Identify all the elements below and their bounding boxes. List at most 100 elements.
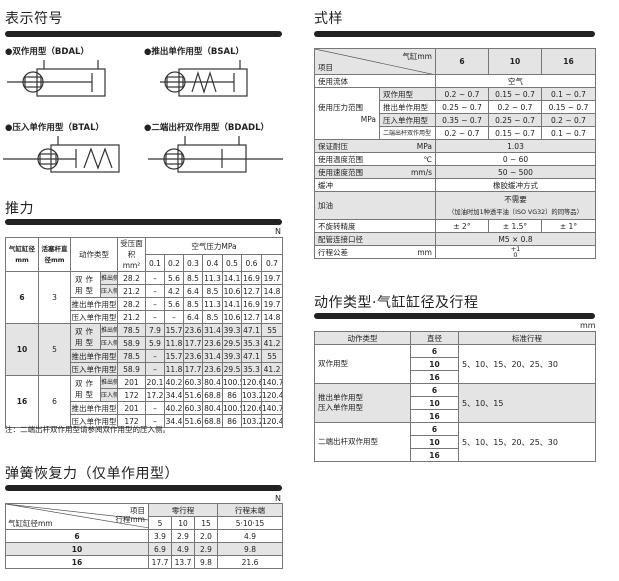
thrust-value: – xyxy=(145,284,165,298)
thrust-value: 23.6 xyxy=(183,349,203,363)
thrust-value: – xyxy=(145,362,165,376)
thrust-value: 15.7 xyxy=(164,323,184,337)
thrust-value: 41.2 xyxy=(261,336,283,350)
thrust-value: 14.8 xyxy=(261,284,283,298)
thrust-row: 推出单作用型 78.5–15.7 23.6 31.4 39.3 47.1 55 xyxy=(6,349,283,363)
type-cell: 压入单作用型 xyxy=(70,310,118,324)
strokes-title: 动作类型·气缸缸径及行程 xyxy=(314,295,479,311)
item-label: 项目 xyxy=(318,63,333,72)
spring-value: 6.9 xyxy=(148,542,172,556)
thrust-value: 39.3 xyxy=(222,349,242,363)
thrust-value: 10.6 xyxy=(222,284,242,298)
header-row: 气缸缸径 mm 活塞杆直径mm 动作类型 受压面积 mm² 空气压力MPa xyxy=(5,237,283,272)
rod-cell: 5 xyxy=(38,323,71,376)
side-cell: 推出侧 xyxy=(100,323,118,337)
type-cell: 推出单作用型 xyxy=(70,297,118,311)
thrust-value: 23.6 xyxy=(202,362,223,376)
double-rod-symbol-icon xyxy=(148,136,283,173)
spring-value: 9.8 xyxy=(193,555,219,569)
thrust-value: 55 xyxy=(261,349,283,363)
thrust-value: 47.1 xyxy=(241,349,262,363)
thrust-row: 10 5 双作用型 推出侧 78.5 7.9 15.7 23.6 31.4 39.3 47.1 55 xyxy=(5,323,283,376)
nonrot-label: 不旋转精度 xyxy=(314,219,436,233)
tol-minus: 0 xyxy=(513,251,518,259)
stroke-end-header: 行程末端 xyxy=(217,503,284,517)
thrust-value: 47.1 xyxy=(241,323,262,337)
spec-title: 式样 xyxy=(314,11,343,27)
pressure-value: 0.25 ~ 0.7 xyxy=(488,113,542,127)
strokes-row: 16 xyxy=(315,409,596,423)
stroke-label: 行程mm xyxy=(115,515,145,524)
bore-cell: 16 xyxy=(410,370,459,384)
bore-cell: 16 xyxy=(410,409,459,423)
spring-title: 弹簧恢复力（仅单作用型） xyxy=(5,466,179,482)
temp-value: 0 ~ 60 xyxy=(435,152,596,166)
spec-table: 气缸mm 项目 6 10 16 使用流体 空气 使用压力范围 MPa 双作用型 0.2 ~ 0.7 0… xyxy=(314,48,596,259)
area-cell: 78.5 xyxy=(117,323,146,337)
thrust-value: 40.2 xyxy=(164,375,184,389)
bore-cell: 10 xyxy=(410,396,459,410)
stroke-col-header: 5 xyxy=(148,516,172,530)
bore-cell: 10 xyxy=(410,435,459,449)
table-row: 压入单作用型 0.35 ~ 0.7 0.25 ~ 0.7 0.2 ~ 0.7 xyxy=(315,113,596,127)
thrust-unit: N xyxy=(275,227,281,236)
end-stroke-col-header: 5·10·15 xyxy=(217,516,284,530)
strokes-row: 16 xyxy=(315,448,596,462)
thrust-value: – xyxy=(145,297,165,311)
pressure-type: 推出单作用型 xyxy=(379,100,436,114)
speed-value: 50 ~ 500 xyxy=(435,165,596,179)
thrust-value: 120.6 xyxy=(241,375,262,389)
strokes-header: 标准行程 xyxy=(458,331,596,345)
thrust-value: 23.6 xyxy=(183,323,203,337)
lube-value: 不需要 （加油时加1种透平油〔ISO VG32〕的同等品） xyxy=(435,191,596,220)
diagonal-header: 项目 行程mm 气缸缸径mm xyxy=(5,503,149,530)
thrust-value: – xyxy=(145,271,165,285)
pressure-type: 二端出杆双作用型 xyxy=(379,126,436,140)
push-single-acting-symbol-icon xyxy=(160,60,248,97)
thrust-value: 31.4 xyxy=(202,323,223,337)
pressure-value: 0.35 ~ 0.7 xyxy=(435,113,489,127)
thrust-value: 8.5 xyxy=(202,284,223,298)
bore-cell: 6 xyxy=(410,422,459,436)
pressure-value: 0.15 ~ 0.7 xyxy=(488,126,542,140)
type-cell: 双作用型 xyxy=(314,344,411,384)
thrust-value: 6.4 xyxy=(183,284,203,298)
area-cell: 21.2 xyxy=(117,284,146,298)
thrust-value: 14.1 xyxy=(222,297,242,311)
pressure-col-header: 0.4 xyxy=(202,254,223,272)
section-divider xyxy=(5,219,282,225)
spring-row: 10 6.9 4.9 2.9 9.8 xyxy=(5,542,284,556)
thrust-value: 86 xyxy=(222,388,242,402)
fluid-label: 使用流体 xyxy=(314,74,436,88)
symbol-label-bsal: ●推出单作用型（BSAL） xyxy=(144,47,245,57)
thrust-value: 11.3 xyxy=(202,297,223,311)
strokes-header: 直径 xyxy=(410,331,459,345)
pressure-value: 0.25 ~ 0.7 xyxy=(435,100,489,114)
pressure-value: 0.2 ~ 0.7 xyxy=(435,87,489,101)
thrust-value: 17.2 xyxy=(145,388,165,402)
cushion-value: 橡胶缓冲方式 xyxy=(435,178,596,192)
thrust-value: – xyxy=(145,349,165,363)
bore-cell: 16 xyxy=(410,448,459,462)
thrust-table: 气缸缸径 mm 活塞杆直径mm 动作类型 受压面积 mm² 空气压力MPa 0.1 0.2 0… xyxy=(5,237,283,428)
thrust-value: 103.2 xyxy=(241,414,262,428)
bore-cell: 10 xyxy=(5,542,149,556)
diagonal-header: 气缸mm 项目 xyxy=(314,48,436,75)
thrust-value: 51.6 xyxy=(183,388,203,402)
speed-label: 使用速度范围 mm/s xyxy=(314,165,436,179)
bore-cell: 16 xyxy=(5,375,39,428)
thrust-value: 7.9 xyxy=(145,323,165,337)
temp-label: 使用温度范围 ℃ xyxy=(314,152,436,166)
thrust-value: 4.2 xyxy=(164,284,184,298)
side-cell: 压入侧 xyxy=(100,388,118,402)
pressure-value: 0.2 ~ 0.7 xyxy=(488,100,542,114)
table-row: 使用压力范围 MPa 双作用型 0.2 ~ 0.7 0.15 ~ 0.7 0.1 ~ 0.… xyxy=(314,87,596,140)
rod-cell: 6 xyxy=(38,375,71,428)
thrust-value: 29.5 xyxy=(222,336,242,350)
thrust-value: 29.5 xyxy=(222,362,242,376)
table-row: 使用流体 空气 xyxy=(314,74,596,88)
bore-col-header: 6 xyxy=(435,48,489,75)
symbol-label-bdal: ●双作用型（BDAL） xyxy=(5,47,89,57)
table-row: 行程公差 mm +1 0 xyxy=(314,245,596,259)
thrust-value: 10.6 xyxy=(222,310,242,324)
